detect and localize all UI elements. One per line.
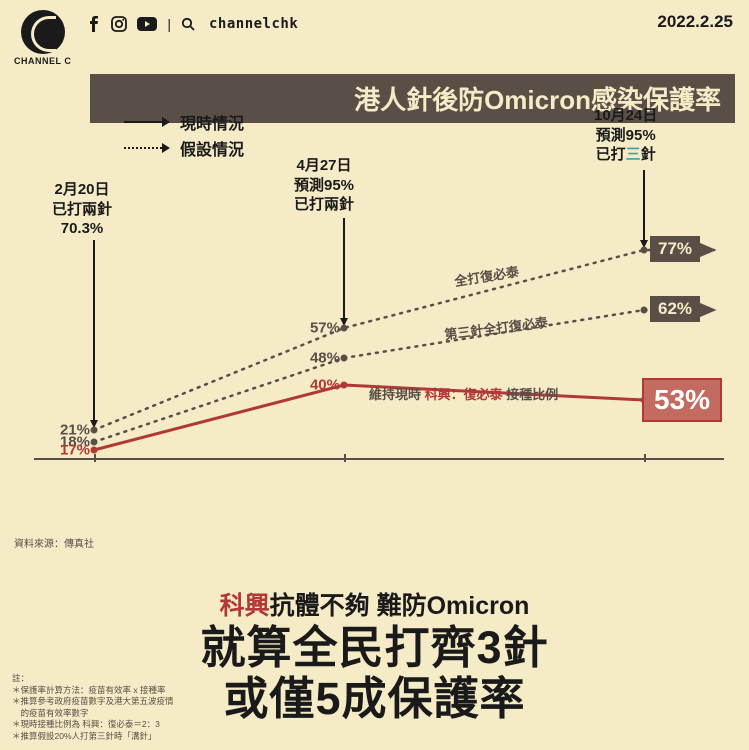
footnotes: 註：＊保護率計算方法：疫苗有效率 x 接種率＊推算參考政府疫苗數字及港大第五波疫…: [12, 673, 174, 742]
point-label: 48%: [310, 350, 344, 367]
youtube-icon: [137, 17, 157, 31]
subhead-highlight: 科興: [220, 592, 270, 620]
column-label-oct24: 10月24日預測95%已打三針: [594, 106, 657, 165]
publish-date: 2022.2.25: [657, 12, 733, 32]
data-source: 資料來源：傳真社: [14, 535, 94, 550]
brand-handle: channelchk: [209, 16, 298, 32]
social-row: | channelchk: [89, 16, 298, 32]
subheadline: 科興抗體不夠 難防Omicron: [0, 586, 749, 622]
callout: 77%: [650, 236, 700, 262]
brand-name: CHANNEL C: [14, 56, 71, 66]
column-label-apr27: 4月27日預測95%已打兩針: [294, 156, 354, 215]
facebook-icon: [89, 16, 101, 32]
headline-line1: 就算全民打齊3針: [0, 623, 749, 673]
protection-chart: 現時情況 假設情況 2月20日已打兩針70.3%4月27日預測95%已打兩針10…: [34, 100, 724, 520]
callout: 62%: [650, 296, 700, 322]
point-label: 57%: [310, 320, 344, 337]
point-label: 40%: [310, 377, 344, 394]
brand-logo: CHANNEL C: [14, 10, 71, 66]
divider-icon: |: [167, 16, 171, 32]
series-label-current_ratio: 維持現時 科興：復必泰 接種比例: [369, 384, 558, 403]
point-label: 17%: [60, 442, 94, 459]
search-icon: [181, 17, 195, 31]
subhead-rest: 抗體不夠 難防Omicron: [270, 592, 530, 620]
x-axis: [34, 458, 724, 460]
column-label-feb20: 2月20日已打兩針70.3%: [52, 180, 112, 239]
final-callout: 53%: [642, 378, 722, 422]
instagram-icon: [111, 16, 127, 32]
